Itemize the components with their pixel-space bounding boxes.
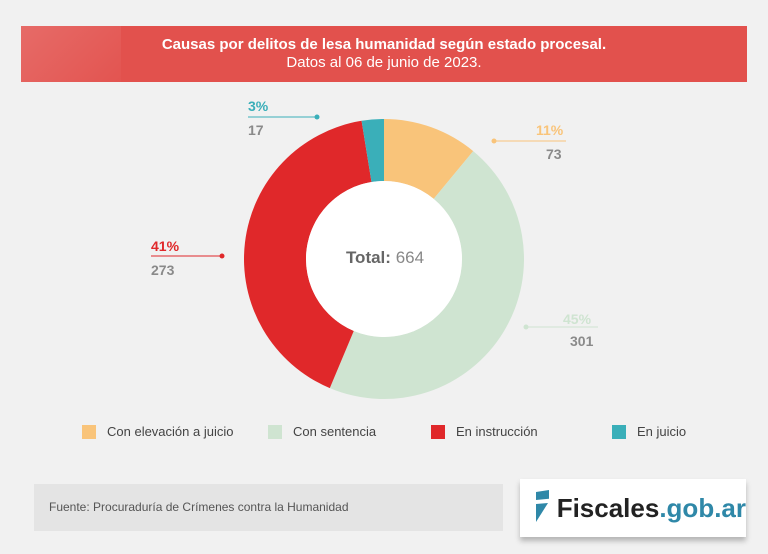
slice-en-juicio (361, 119, 384, 183)
chart-subtitle: Datos al 06 de junio de 2023. (286, 54, 482, 71)
banner-decoration (21, 26, 121, 82)
pct-elevacion: 11% (536, 122, 564, 138)
donut-hole (306, 181, 462, 337)
pct-en-juicio: 3% (248, 98, 269, 114)
title-banner: Causas por delitos de lesa humanidad seg… (21, 26, 747, 82)
count-sentencia: 301 (570, 333, 594, 349)
slice-instruccion (244, 120, 372, 389)
logo-flag-icon (536, 490, 549, 522)
leader-dot-elevacion (491, 138, 497, 144)
slice-sentencia (329, 151, 524, 399)
legend-item-elevacion: Con elevación a juicio (82, 424, 233, 439)
count-en-juicio: 17 (248, 122, 264, 138)
source-note: Fuente: Procuraduría de Crímenes contra … (34, 484, 503, 531)
fiscales-logo[interactable]: Fiscales.gob.ar (520, 479, 746, 537)
slice-elevacion (384, 119, 474, 199)
chart-title: Causas por delitos de lesa humanidad seg… (161, 36, 607, 53)
legend-item-instruccion: En instrucción (431, 424, 538, 439)
legend-item-en-juicio: En juicio (612, 424, 686, 439)
total-label: Total: 664 (345, 248, 425, 267)
leader-dot-instruccion (219, 253, 225, 259)
legend-item-sentencia: Con sentencia (268, 424, 376, 439)
pct-sentencia: 45% (563, 311, 592, 327)
leader-dot-en-juicio (314, 114, 320, 120)
pct-instruccion: 41% (151, 238, 180, 254)
leader-dot-sentencia (523, 324, 529, 330)
count-instruccion: 273 (151, 262, 175, 278)
count-elevacion: 73 (546, 146, 562, 162)
